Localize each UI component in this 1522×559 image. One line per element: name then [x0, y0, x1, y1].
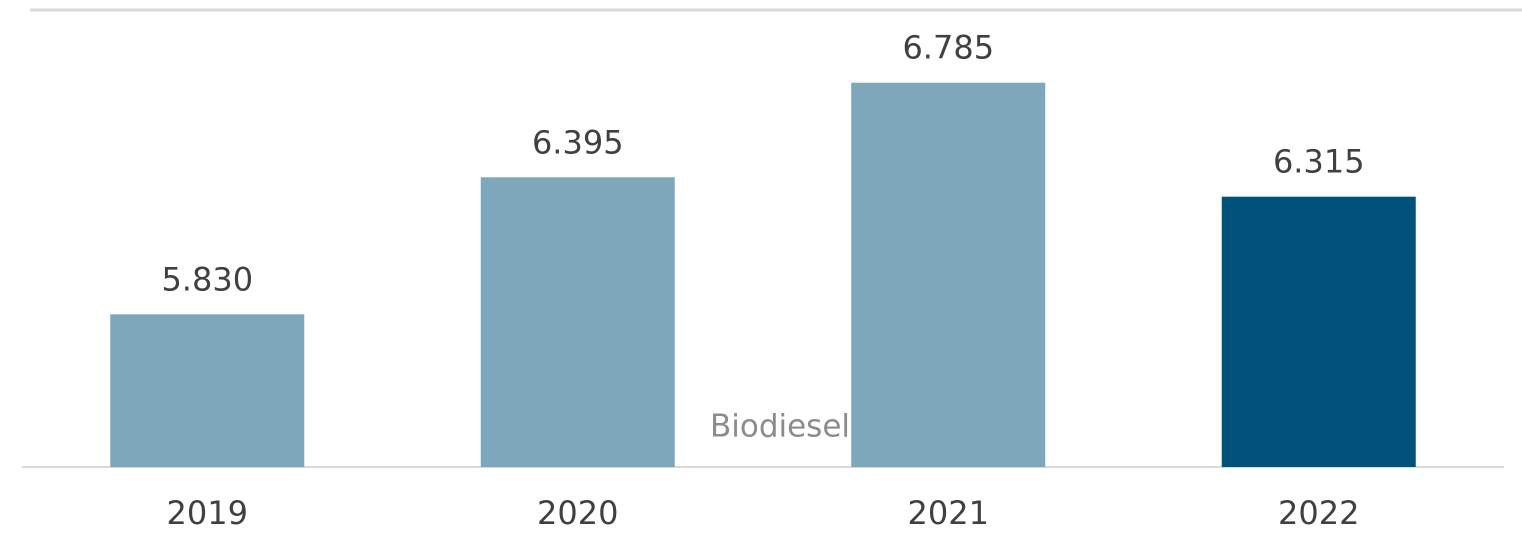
bar [851, 82, 1046, 468]
value-label: 6.395 [532, 123, 624, 161]
x-tick-label: 2020 [537, 494, 618, 532]
x-tick-label: 2022 [1278, 494, 1359, 532]
value-label: 6.315 [1273, 143, 1365, 181]
bar [480, 177, 675, 467]
annotation: Biodiesel [710, 409, 850, 445]
value-label: 6.785 [902, 29, 994, 67]
bar [1221, 196, 1416, 467]
x-tick-label: 2021 [908, 494, 989, 532]
bar [110, 314, 305, 467]
x-tick-label: 2019 [167, 494, 248, 532]
value-label: 5.830 [161, 260, 253, 298]
